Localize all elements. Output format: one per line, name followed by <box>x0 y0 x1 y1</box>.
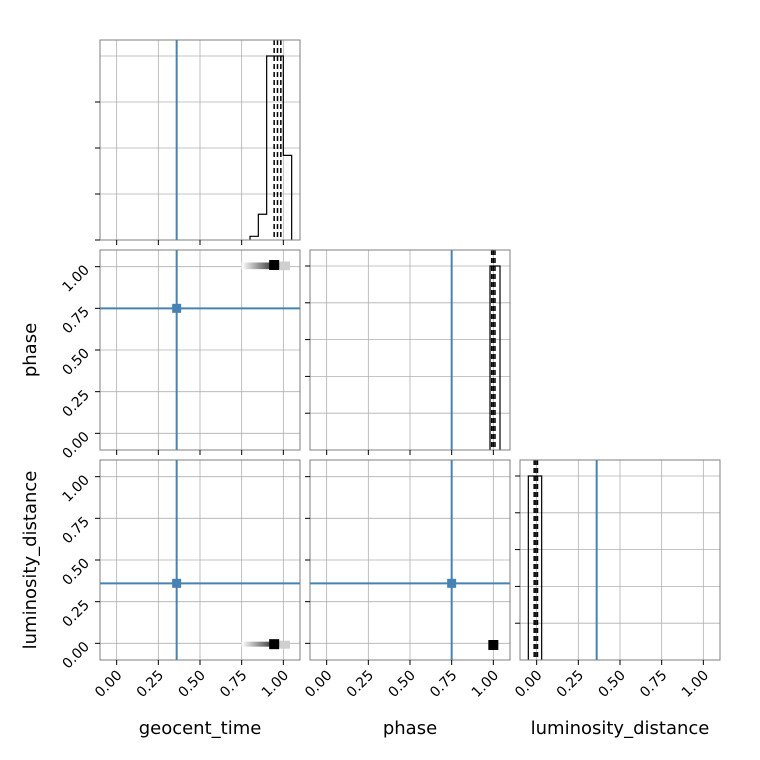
x-tick-label: 1.00 <box>469 668 502 701</box>
y-tick-label: 0.75 <box>59 304 92 337</box>
x-tick-label: 0.50 <box>595 668 628 701</box>
truth-marker <box>172 303 182 313</box>
density-region <box>241 641 287 647</box>
y-axis-label-phase: phase <box>20 323 41 377</box>
y-tick-label: 0.50 <box>59 346 92 379</box>
y-axis-label-luminosity_distance: luminosity_distance <box>20 471 41 650</box>
density-peak-marker <box>269 260 280 270</box>
x-axis-label-geocent_time: geocent_time <box>139 718 262 739</box>
x-tick-label: 0.00 <box>92 668 125 701</box>
y-tick-label: 1.00 <box>59 262 92 295</box>
density-peak-marker <box>269 639 280 650</box>
y-tick-label: 0.75 <box>59 514 92 547</box>
x-tick-label: 0.50 <box>175 668 208 701</box>
y-tick-label: 1.00 <box>59 472 92 505</box>
x-tick-label: 0.25 <box>134 668 167 701</box>
x-tick-label: 0.25 <box>554 668 587 701</box>
x-tick-label: 0.75 <box>427 668 460 701</box>
x-axis-label-luminosity_distance: luminosity_distance <box>531 718 710 739</box>
x-tick-label: 0.00 <box>512 668 545 701</box>
density-peak-marker <box>488 640 499 650</box>
x-tick-label: 1.00 <box>679 668 712 701</box>
density-region <box>241 262 287 270</box>
density-tail <box>279 261 290 271</box>
histogram-step <box>527 475 543 660</box>
panel-geocent_time-vs-luminosity_distance: 0.00 0.25 0.50 0.75 1.000.000.250.500.751.00 <box>59 459 301 701</box>
x-tick-label: 0.25 <box>344 668 377 701</box>
panel-luminosity_distance-hist: 0.00 0.25 0.50 0.75 1.00 <box>512 459 721 701</box>
y-tick-label: 0.50 <box>59 556 92 589</box>
x-axis-label-phase: phase <box>383 718 437 739</box>
x-tick-label: 0.50 <box>385 668 418 701</box>
truth-marker <box>172 578 182 588</box>
x-tick-label: 1.00 <box>259 668 292 701</box>
density-tail <box>279 640 290 649</box>
y-tick-label: 0.25 <box>59 597 92 630</box>
y-tick-label: 0.00 <box>59 429 92 462</box>
panel-geocent_time-hist <box>95 39 301 245</box>
panel-phase-vs-luminosity_distance: 0.00 0.25 0.50 0.75 1.00 <box>302 459 511 701</box>
histogram-step <box>249 55 293 240</box>
x-tick-label: 0.75 <box>217 668 250 701</box>
panel-phase-hist <box>305 249 511 455</box>
panel-geocent_time-vs-phase: 0.00 0.25 0.50 0.75 1.00 <box>59 249 301 462</box>
x-tick-label: 0.75 <box>637 668 670 701</box>
truth-marker <box>447 578 457 588</box>
x-tick-label: 0.00 <box>302 668 335 701</box>
y-tick-label: 0.00 <box>59 639 92 672</box>
y-tick-label: 0.25 <box>59 387 92 420</box>
